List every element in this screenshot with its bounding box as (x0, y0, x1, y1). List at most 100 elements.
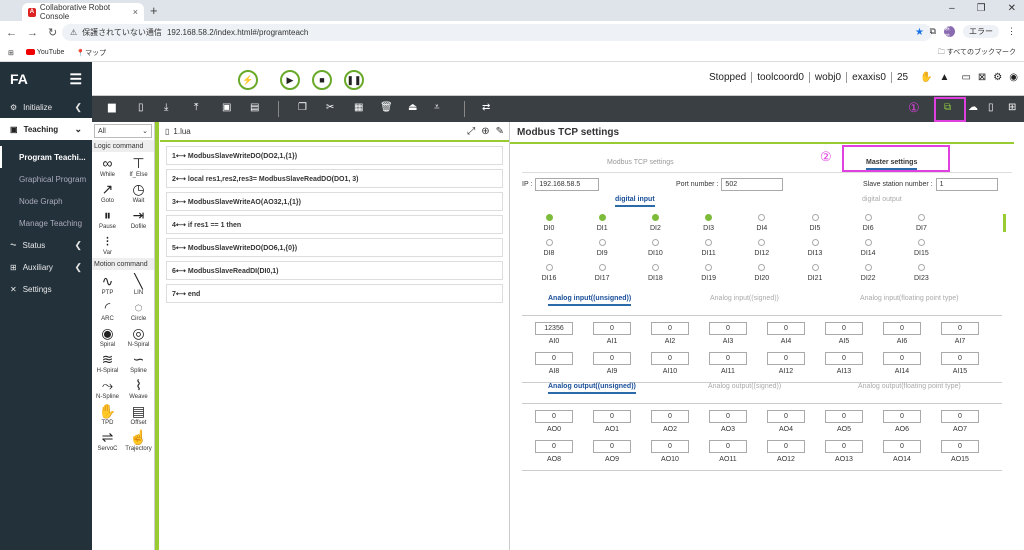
sidebar-item-teaching[interactable]: ▣ Teaching ⌄ (0, 118, 92, 140)
document-icon[interactable]: ▯ (988, 102, 994, 113)
ip-input[interactable]: 192.168.58.5 (535, 178, 600, 191)
apps-grid-icon[interactable]: ⊞ (8, 49, 14, 57)
url-field[interactable]: ⚠ 保護されていない通信 192.168.58.2/index.html#/pr… (62, 24, 932, 41)
extensions-icon[interactable]: ⧉ (929, 26, 936, 36)
analog-input-value-field[interactable]: 0 (593, 352, 631, 365)
analog-input-value-field[interactable]: 0 (593, 322, 631, 335)
minimize-icon[interactable]: – (949, 3, 955, 14)
monitor-icon[interactable]: ▭ (961, 72, 971, 83)
tab-analog-output-unsigned[interactable]: Analog output((unsigned)) (548, 383, 636, 394)
analog-output-value-field[interactable]: 0 (825, 440, 863, 453)
code-line[interactable]: 2⟷ local res1,res2,res3= ModbusSlaveRead… (166, 169, 503, 188)
analog-input-value-field[interactable]: 0 (651, 322, 689, 335)
close-tab-icon[interactable]: × (132, 7, 138, 17)
hamburger-icon[interactable]: ☰ (69, 70, 82, 87)
run-button[interactable]: ▶ (280, 70, 300, 90)
analog-output-value-field[interactable]: 0 (651, 440, 689, 453)
analog-output-value-field[interactable]: 0 (941, 410, 979, 423)
tab-digital-output[interactable]: digital output (862, 196, 902, 203)
analog-output-value-field[interactable]: 0 (825, 410, 863, 423)
camera-off-icon[interactable]: ⊠ (977, 72, 987, 83)
alert-icon[interactable]: ▲ (939, 72, 950, 83)
upload-icon[interactable]: ⤒ (194, 102, 199, 113)
error-button[interactable]: エラー (963, 25, 999, 38)
analog-output-value-field[interactable]: 0 (709, 410, 747, 423)
cmd-dofile[interactable]: ⇥ Dofile (123, 206, 154, 230)
analog-input-value-field[interactable]: 0 (767, 322, 805, 335)
bookmark-maps[interactable]: 📍マップ (76, 49, 107, 57)
command-filter-select[interactable]: All ⌄ (94, 124, 152, 138)
sidebar-item-initialize[interactable]: ⚙ Initialize ❮ (0, 96, 92, 118)
speed-value[interactable]: 25 (896, 72, 909, 83)
all-bookmarks-folder[interactable]: 🗀 すべてのブックマーク (937, 48, 1016, 56)
analog-input-value-field[interactable]: 0 (825, 352, 863, 365)
cmd-lin[interactable]: ╲ LIN (123, 272, 154, 296)
sidebar-subitem-program-teaching[interactable]: Program Teachi... (0, 146, 92, 168)
sidebar-item-settings[interactable]: ✕ Settings (0, 278, 92, 300)
cmd-offset[interactable]: ▤ Offset (123, 402, 154, 426)
cloud-icon[interactable]: ☁ (968, 102, 978, 113)
robot-icon[interactable]: ⚙ (993, 72, 1003, 83)
tab-analog-output-signed[interactable]: Analog output((signed)) (708, 383, 782, 390)
tab-analog-input-unsigned[interactable]: Analog input((unsigned)) (548, 295, 632, 306)
analog-output-value-field[interactable]: 0 (767, 440, 805, 453)
add-icon[interactable]: ⊕ (481, 125, 490, 137)
analog-input-value-field[interactable]: 0 (883, 322, 921, 335)
maximize-icon[interactable]: ❐ (976, 3, 986, 14)
analog-output-value-field[interactable]: 0 (535, 440, 573, 453)
analog-input-value-field[interactable]: 0 (883, 352, 921, 365)
analog-output-value-field[interactable]: 0 (593, 440, 631, 453)
back-icon[interactable]: ← (6, 26, 17, 39)
analog-input-value-field[interactable]: 0 (535, 352, 573, 365)
swap-icon[interactable]: ⇄ (482, 102, 491, 113)
forward-icon[interactable]: → (27, 26, 38, 39)
analog-output-value-field[interactable]: 0 (593, 410, 631, 423)
analog-input-value-field[interactable]: 0 (709, 352, 747, 365)
analog-output-value-field[interactable]: 0 (883, 410, 921, 423)
cmd-arc[interactable]: ◜ ARC (92, 298, 123, 322)
sidebar-item-auxiliary[interactable]: ⊞ Auxiliary ❮ (0, 256, 92, 278)
save-icon[interactable]: ▣ (222, 102, 232, 113)
open-folder-icon[interactable]: ▆ (108, 102, 116, 113)
slave-input[interactable]: 1 (935, 178, 998, 191)
cmd-var[interactable]: ⁝ Var (92, 232, 123, 256)
analog-input-value-field[interactable]: 0 (651, 352, 689, 365)
cmd-n-spline[interactable]: ⤳ N-Spline (92, 376, 123, 400)
tab-analog-output-float[interactable]: Analog output(floating point type) (858, 383, 961, 390)
stop-button[interactable]: ■ (312, 70, 332, 90)
ext-axis[interactable]: exaxis0 (847, 72, 892, 83)
cmd-while[interactable]: ∞ While (92, 154, 123, 178)
analog-input-value-field[interactable]: 12356 (535, 322, 573, 335)
bookmark-star-icon[interactable]: ★ (915, 27, 924, 38)
reload-icon[interactable]: ↻ (48, 27, 58, 39)
hand-icon[interactable]: ✋ (920, 72, 933, 83)
work-object[interactable]: wobj0 (810, 72, 848, 83)
browser-tab[interactable]: A Collaborative Robot Console × (22, 3, 144, 21)
analog-output-value-field[interactable]: 0 (709, 440, 747, 453)
profile-avatar[interactable]: 紫苑 (944, 26, 955, 41)
network-icon[interactable]: ⧉ (944, 102, 952, 113)
tab-analog-input-float[interactable]: Analog input(floating point type) (860, 295, 959, 302)
cmd-tpd[interactable]: ✋ TPD (92, 402, 123, 426)
cmd-spiral[interactable]: ◉ Spiral (92, 324, 123, 348)
cmd-weave[interactable]: ⌇ Weave (123, 376, 154, 400)
move-up-icon[interactable]: ⏏ (408, 102, 418, 113)
cmd-n-spiral[interactable]: ◎ N-Spiral (123, 324, 154, 348)
analog-output-value-field[interactable]: 0 (941, 440, 979, 453)
analog-output-value-field[interactable]: 0 (883, 440, 921, 453)
paste-icon[interactable]: ▦ (354, 102, 364, 113)
cut-icon[interactable]: ✂ (326, 102, 335, 113)
analog-input-value-field[interactable]: 0 (941, 322, 979, 335)
code-line[interactable]: 1⟷ ModbusSlaveWriteDO(DO2,1,{1}) (166, 146, 503, 165)
close-window-icon[interactable]: ✕ (1007, 3, 1016, 14)
download-icon[interactable]: ⤓ (164, 102, 169, 113)
edit-icon[interactable]: ✎ (495, 125, 504, 137)
analog-input-value-field[interactable]: 0 (941, 352, 979, 365)
sidebar-subitem-manage-teaching[interactable]: Manage Teaching (19, 218, 83, 228)
pause-button[interactable]: ❚❚ (344, 70, 364, 90)
cmd-spline[interactable]: ∽ Spline (123, 350, 154, 374)
tab-analog-input-signed[interactable]: Analog input((signed)) (710, 295, 779, 302)
cmd-h-spiral[interactable]: ≋ H-Spiral (92, 350, 123, 374)
cmd-ptp[interactable]: ∿ PTP (92, 272, 123, 296)
tab-digital-input[interactable]: digital input (615, 196, 655, 207)
